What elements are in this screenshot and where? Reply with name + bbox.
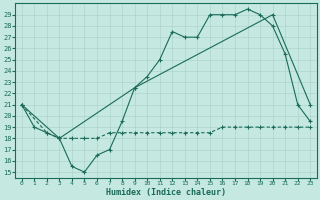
- X-axis label: Humidex (Indice chaleur): Humidex (Indice chaleur): [106, 188, 226, 197]
